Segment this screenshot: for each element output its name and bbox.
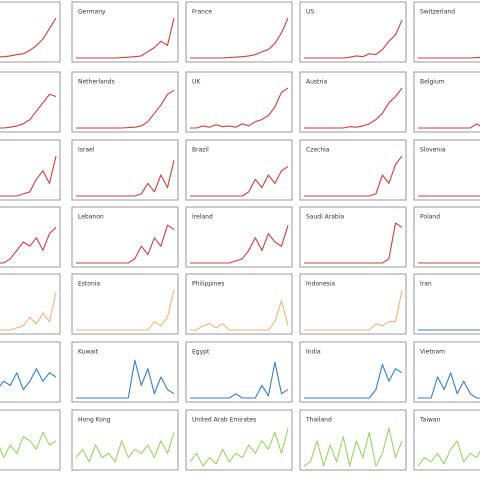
panel-title: Vietnam — [420, 349, 445, 356]
series-line — [190, 17, 289, 59]
panel-frame — [0, 409, 61, 471]
panel-frame — [0, 71, 61, 133]
panel-frame — [0, 139, 61, 201]
panel-title: Lebanon — [78, 214, 104, 221]
panel-title: Hong Kong — [78, 417, 111, 424]
panel-title: Netherlands — [78, 79, 115, 86]
panel-frame — [299, 206, 407, 268]
series-line — [0, 368, 57, 391]
panel-frame — [299, 71, 407, 133]
series-line — [190, 87, 289, 129]
panel-title: Czechia — [306, 147, 330, 154]
panel-title: Saudi Arabia — [306, 214, 344, 221]
panel-frame — [71, 273, 179, 335]
panel-title: Taiwan — [419, 417, 441, 424]
panel-title: Ireland — [192, 214, 213, 221]
panel-frame — [185, 139, 293, 201]
panel-title: Slovenia — [420, 147, 446, 154]
panel-frame — [71, 71, 179, 133]
panel-title: Kuwait — [78, 349, 99, 356]
panel-frame — [413, 273, 480, 335]
series-line — [418, 56, 480, 59]
series-line — [418, 123, 480, 129]
series-line — [0, 292, 57, 331]
panel-frame — [185, 71, 293, 133]
series-line — [189, 428, 289, 467]
panel-frame — [71, 206, 179, 268]
series-line — [304, 363, 403, 399]
panel-title: Philippines — [192, 281, 224, 288]
series-line — [190, 361, 289, 399]
panel-title: France — [192, 9, 212, 16]
series-line — [303, 427, 403, 467]
panel-frame — [299, 341, 407, 403]
panel-title: Thailand — [305, 417, 332, 424]
panel-frame — [299, 273, 407, 335]
series-line — [418, 195, 480, 197]
series-line — [76, 359, 175, 399]
series-line — [76, 17, 175, 59]
panel-title: UK — [192, 79, 201, 86]
panel-frame — [185, 273, 293, 335]
panel-title: Estonia — [78, 281, 100, 288]
panel-frame — [299, 409, 407, 471]
panel-frame — [71, 1, 179, 63]
panel-title: Egypt — [192, 349, 210, 356]
series-line — [75, 432, 175, 463]
panel-frame — [413, 1, 480, 63]
panel-title: Indonesia — [306, 281, 335, 288]
series-line — [304, 222, 403, 264]
series-line — [418, 372, 480, 399]
series-line — [418, 262, 480, 264]
panel-frame — [299, 139, 407, 201]
panel-frame — [413, 206, 480, 268]
panel-title: US — [306, 9, 314, 16]
panel-frame — [413, 71, 480, 133]
series-line — [76, 289, 175, 331]
series-line — [0, 17, 57, 58]
series-line — [0, 155, 57, 197]
panel-frame — [71, 139, 179, 201]
series-line — [76, 160, 175, 197]
series-line — [304, 289, 403, 331]
panel-frame — [185, 341, 293, 403]
series-line — [304, 19, 403, 59]
series-line — [0, 226, 57, 264]
series-line — [76, 224, 175, 264]
panel-title: United Arab Emirates — [192, 417, 256, 424]
panel-frame — [185, 1, 293, 63]
panel-title: Iran — [420, 281, 432, 288]
panel-title: Germany — [78, 9, 106, 16]
panel-frame — [71, 341, 179, 403]
panel-title: Belgium — [420, 79, 445, 86]
series-line — [190, 166, 289, 197]
panel-title: Switzerland — [420, 9, 455, 16]
panel-frame — [0, 206, 61, 268]
panel-title: Austria — [306, 79, 328, 86]
panel-frame — [413, 409, 480, 471]
panel-title: Brazil — [192, 147, 209, 154]
series-line — [190, 225, 289, 264]
panel-frame — [0, 1, 61, 63]
panel-frame — [185, 206, 293, 268]
series-line — [304, 87, 403, 129]
panel-frame — [185, 409, 293, 471]
panel-frame — [0, 341, 61, 403]
series-line — [190, 300, 289, 331]
panel-frame — [0, 273, 61, 335]
panel-title: Poland — [420, 214, 440, 221]
panel-frame — [413, 139, 480, 201]
series-line — [418, 329, 480, 331]
panel-title: India — [306, 349, 321, 356]
series-line — [76, 89, 175, 129]
series-line — [417, 440, 480, 467]
series-line — [0, 93, 57, 129]
series-line — [304, 155, 403, 197]
panel-frame — [299, 1, 407, 63]
series-line — [0, 431, 57, 459]
panel-title: Israel — [78, 147, 95, 154]
